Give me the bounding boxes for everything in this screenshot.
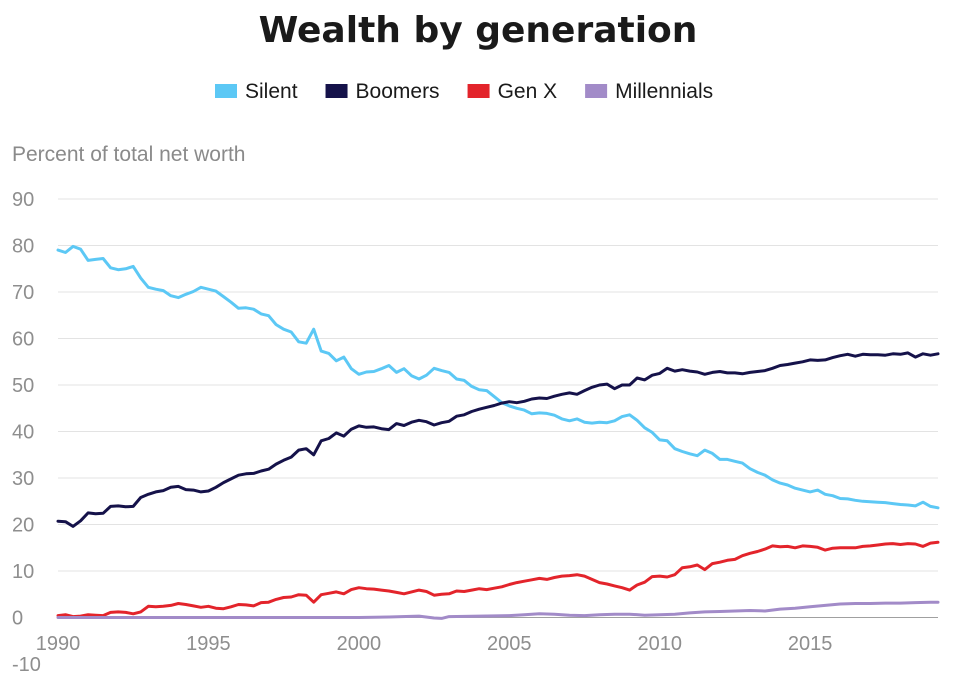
x-tick-label: 1995 bbox=[186, 633, 231, 655]
series-lines bbox=[56, 244, 940, 620]
y-tick-label: 0 bbox=[12, 608, 23, 630]
series-line-boomers bbox=[56, 351, 940, 528]
legend-item-gen-x: Gen X bbox=[467, 80, 558, 103]
y-axis-label: Percent of total net worth bbox=[12, 143, 245, 166]
series-line-millennials bbox=[56, 600, 940, 620]
x-tick-label: 2010 bbox=[637, 633, 682, 655]
x-axis-ticks: 1990 1995 2000 2005 2010 2015 bbox=[36, 633, 833, 655]
legend-swatch bbox=[585, 84, 608, 98]
legend-label: Boomers bbox=[356, 80, 440, 103]
y-tick-label: 70 bbox=[12, 282, 34, 304]
legend-item-silent: Silent bbox=[215, 80, 298, 103]
gridlines bbox=[58, 198, 938, 618]
legend-swatch bbox=[215, 84, 237, 98]
x-tick-label: 2005 bbox=[487, 633, 532, 655]
y-tick-label: 60 bbox=[12, 329, 34, 351]
y-tick-label: 50 bbox=[12, 375, 34, 397]
y-tick-label: 80 bbox=[12, 236, 34, 258]
x-tick-label: 1990 bbox=[36, 633, 81, 655]
y-tick-label: 30 bbox=[12, 468, 34, 490]
y-tick-label: 10 bbox=[12, 561, 34, 583]
x-tick-label: 2015 bbox=[788, 633, 833, 655]
series-line-silent bbox=[56, 244, 940, 510]
series-line-gen-x bbox=[56, 540, 940, 619]
y-axis-ticks: 90 80 70 60 50 40 30 20 10 0 -10 bbox=[12, 189, 41, 676]
legend-item-millennials: Millennials bbox=[585, 80, 713, 103]
y-tick-label: 90 bbox=[12, 189, 34, 211]
legend-label: Millennials bbox=[615, 80, 713, 103]
legend-label: Silent bbox=[245, 80, 298, 103]
legend: Silent Boomers Gen X Millennials bbox=[215, 80, 713, 103]
x-tick-label: 2000 bbox=[337, 633, 382, 655]
legend-swatch bbox=[325, 84, 348, 98]
legend-swatch bbox=[467, 84, 490, 98]
y-tick-label: 40 bbox=[12, 422, 34, 444]
legend-item-boomers: Boomers bbox=[325, 80, 440, 103]
legend-label: Gen X bbox=[498, 80, 558, 103]
chart-title: Wealth by generation bbox=[259, 10, 698, 51]
y-tick-label: -10 bbox=[12, 654, 41, 676]
y-tick-label: 20 bbox=[12, 515, 34, 537]
